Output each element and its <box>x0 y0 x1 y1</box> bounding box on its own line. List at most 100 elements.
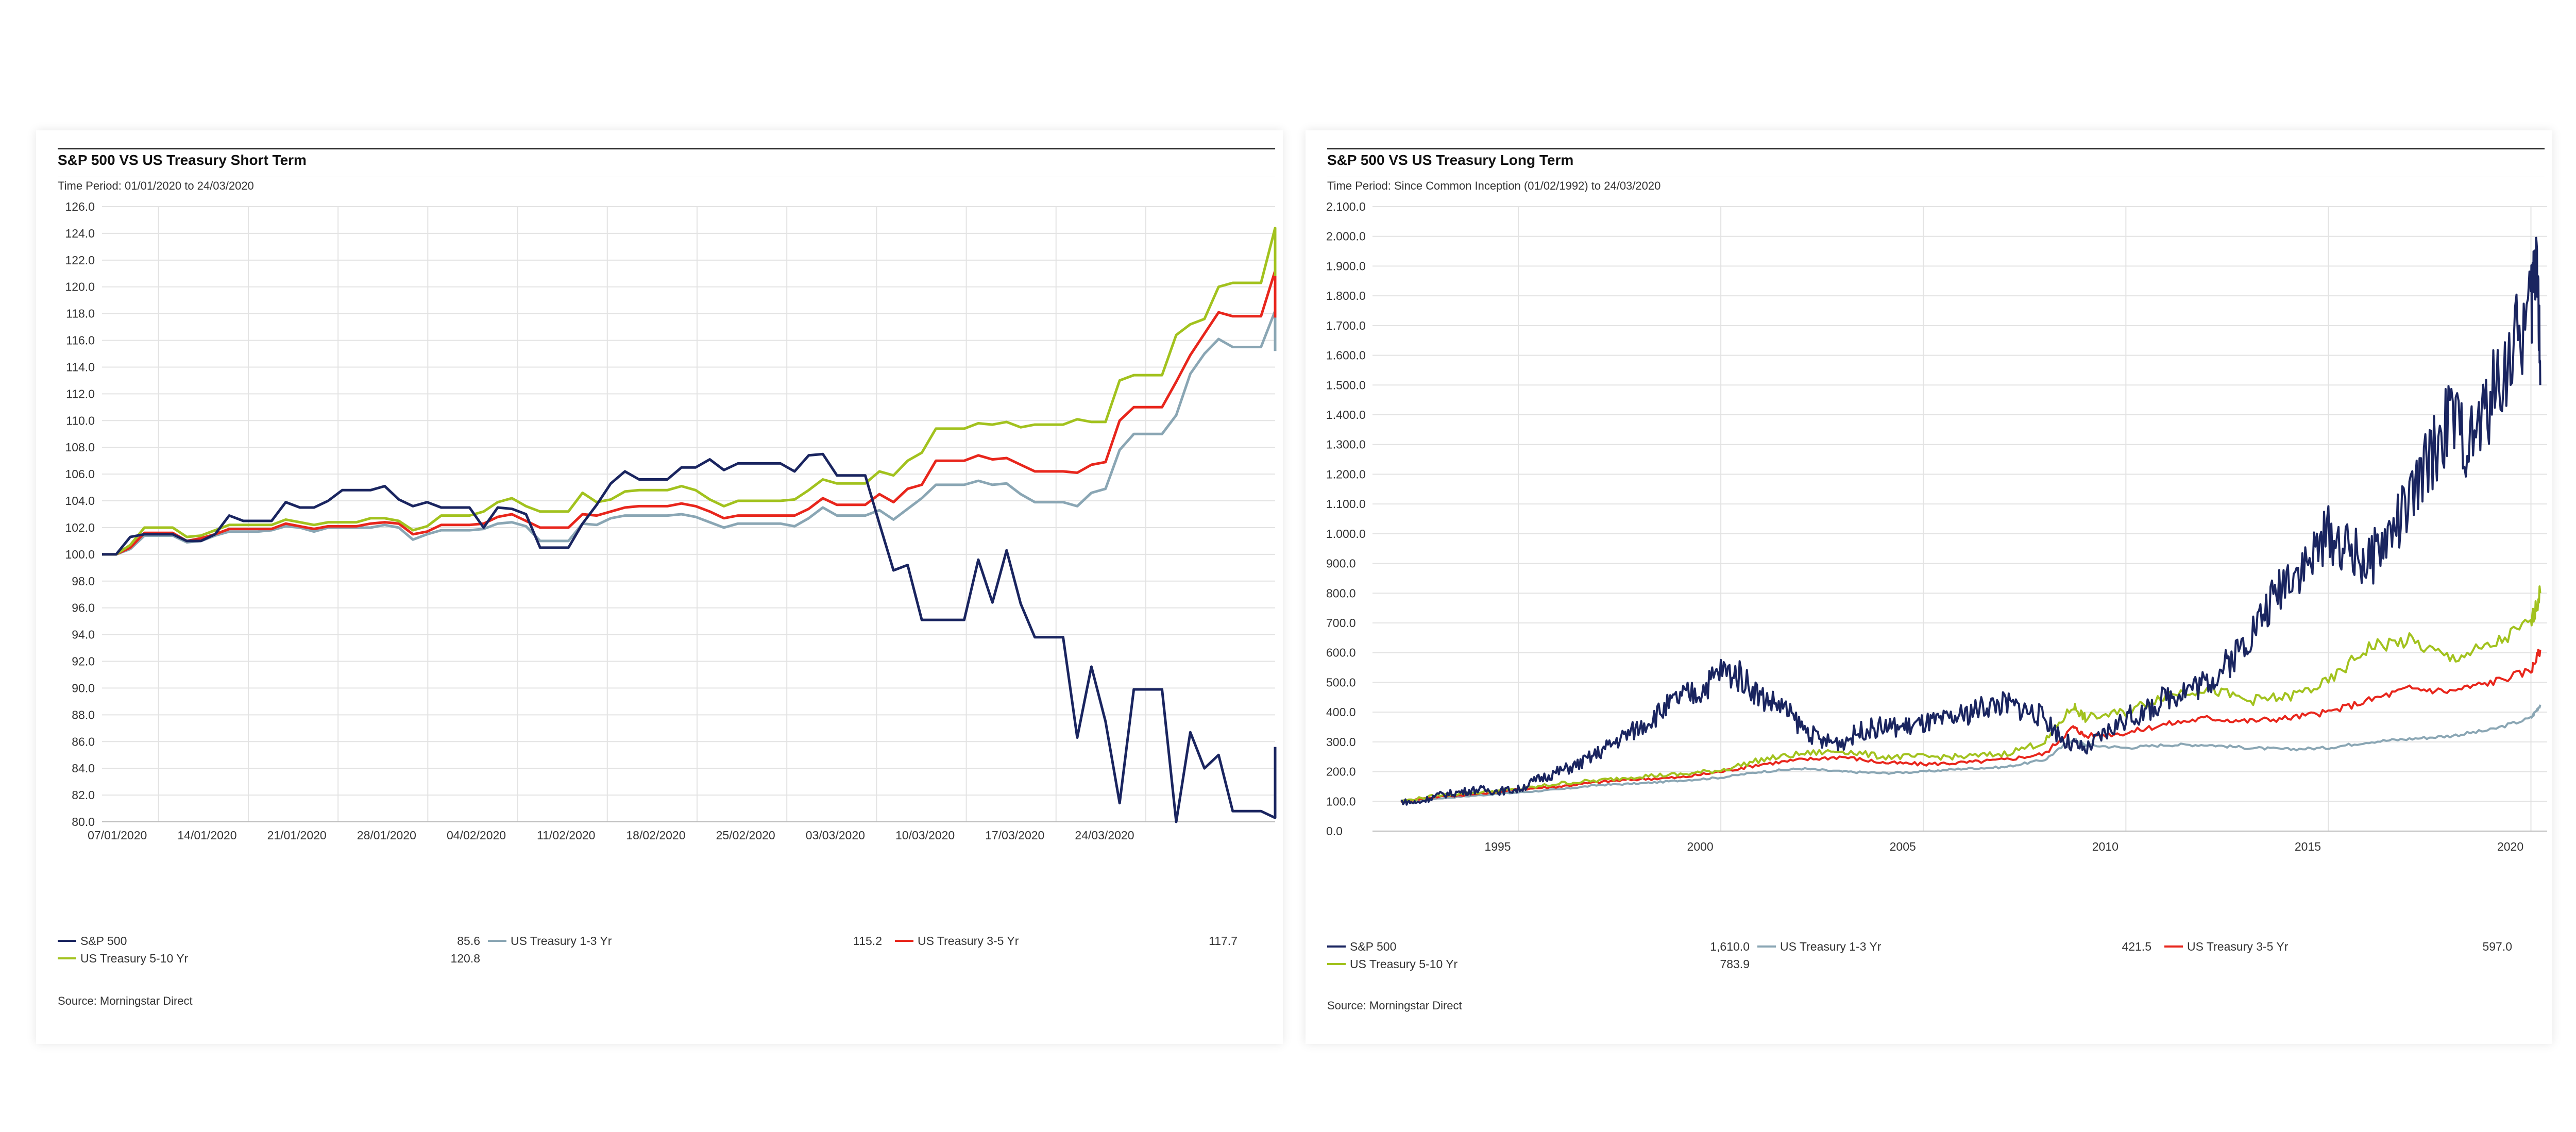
y-tick-label: 110.0 <box>66 414 95 427</box>
y-tick-label: 108.0 <box>65 441 95 454</box>
y-tick-label: 1.400.0 <box>1326 408 1366 421</box>
y-tick-label: 80.0 <box>72 815 95 829</box>
legend-item-t510: US Treasury 5-10 Yr <box>58 952 188 966</box>
y-tick-label: 1.900.0 <box>1326 259 1366 273</box>
y-tick-label: 102.0 <box>65 521 95 534</box>
series-line-sp500 <box>1400 236 2541 806</box>
legend-item-t510: US Treasury 5-10 Yr <box>1327 957 1458 971</box>
y-tick-label: 82.0 <box>72 788 95 802</box>
title-rule <box>58 148 1275 149</box>
y-tick-label: 94.0 <box>72 628 95 641</box>
legend-value-t13: 421.5 <box>2122 940 2151 953</box>
y-tick-label: 100.0 <box>65 548 95 561</box>
y-tick-label: 500.0 <box>1326 675 1356 689</box>
x-tick-label: 04/02/2020 <box>447 829 506 842</box>
x-tick-label: 17/03/2020 <box>985 829 1044 842</box>
legend: S&P 500 1,610.0 US Treasury 1-3 Yr 421.5… <box>1327 940 2543 981</box>
y-tick-label: 122.0 <box>65 254 95 267</box>
legend-item-t13: US Treasury 1-3 Yr <box>1757 940 1881 954</box>
y-tick-label: 600.0 <box>1326 646 1356 660</box>
y-tick-label: 1.600.0 <box>1326 349 1366 362</box>
series-line-t35 <box>102 269 1277 556</box>
x-tick-label: 07/01/2020 <box>88 829 147 842</box>
x-tick-label: 24/03/2020 <box>1075 829 1134 842</box>
series-line-t510 <box>1400 585 2541 803</box>
y-tick-label: 90.0 <box>72 681 95 695</box>
x-tick-label: 28/01/2020 <box>357 829 416 842</box>
legend-value-t13: 115.2 <box>853 934 882 948</box>
legend-swatch <box>58 957 76 959</box>
y-tick-label: 112.0 <box>66 387 95 400</box>
y-tick-label: 400.0 <box>1326 705 1356 719</box>
x-tick-label: 03/03/2020 <box>806 829 865 842</box>
chart-panel-short-term: S&P 500 VS US Treasury Short Term Time P… <box>36 130 1283 1044</box>
y-tick-label: 2.000.0 <box>1326 230 1366 243</box>
y-tick-label: 120.0 <box>65 280 95 294</box>
y-tick-label: 800.0 <box>1326 586 1356 600</box>
chart-title: S&P 500 VS US Treasury Short Term <box>58 152 307 168</box>
y-tick-label: 900.0 <box>1326 557 1356 570</box>
x-tick-label: 11/02/2020 <box>537 829 595 842</box>
y-tick-label: 200.0 <box>1326 765 1356 779</box>
y-tick-label: 118.0 <box>66 307 95 320</box>
y-tick-label: 0.0 <box>1326 824 1343 838</box>
legend-swatch <box>1327 945 1346 948</box>
y-tick-label: 2.100.0 <box>1326 200 1366 213</box>
legend-item-t35: US Treasury 3-5 Yr <box>895 934 1019 948</box>
legend-value-sp500: 1,610.0 <box>1710 940 1750 953</box>
legend: S&P 500 85.6 US Treasury 1-3 Yr 115.2 US… <box>58 934 1274 975</box>
legend-swatch <box>2164 945 2183 948</box>
y-tick-label: 84.0 <box>72 762 95 775</box>
source-note: Source: Morningstar Direct <box>1327 999 1462 1012</box>
y-tick-label: 1.700.0 <box>1326 319 1366 332</box>
chart-title: S&P 500 VS US Treasury Long Term <box>1327 152 1574 168</box>
y-tick-label: 86.0 <box>72 735 95 748</box>
x-tick-label: 25/02/2020 <box>716 829 775 842</box>
y-tick-label: 98.0 <box>72 575 95 588</box>
legend-item-t35: US Treasury 3-5 Yr <box>2164 940 2288 954</box>
y-tick-label: 1.200.0 <box>1326 467 1366 481</box>
series-line-t13 <box>102 310 1277 556</box>
x-tick-label: 2020 <box>2497 840 2523 853</box>
chart-panel-long-term: S&P 500 VS US Treasury Long Term Time Pe… <box>1306 130 2552 1044</box>
y-tick-label: 1.100.0 <box>1326 497 1366 511</box>
legend-swatch <box>895 939 913 942</box>
legend-swatch <box>1757 945 1776 948</box>
y-tick-label: 300.0 <box>1326 735 1356 749</box>
legend-value-t35: 597.0 <box>2482 940 2512 953</box>
series-line-t35 <box>1400 649 2541 803</box>
x-tick-label: 2000 <box>1687 840 1714 853</box>
time-period: Time Period: Since Common Inception (01/… <box>1327 179 1661 192</box>
legend-value-t35: 117.7 <box>1209 934 1238 948</box>
y-tick-label: 100.0 <box>1326 795 1356 808</box>
y-tick-label: 96.0 <box>72 601 95 615</box>
y-tick-label: 700.0 <box>1326 616 1356 630</box>
x-tick-label: 1995 <box>1484 840 1511 853</box>
legend-value-t510: 783.9 <box>1720 957 1750 971</box>
y-tick-label: 126.0 <box>65 200 95 213</box>
y-tick-label: 1.300.0 <box>1326 438 1366 451</box>
chart-plot-short-term: 126.0 124.0 122.0 120.0 118.0 116.0 114.0 112.0… <box>65 200 1277 842</box>
legend-swatch <box>488 939 506 942</box>
y-tick-label: 92.0 <box>72 655 95 668</box>
y-tick-label: 114.0 <box>66 360 95 374</box>
x-tick-label: 2010 <box>2092 840 2119 853</box>
y-tick-label: 104.0 <box>65 494 95 508</box>
chart-plot-long-term: 2.100.0 2.000.0 1.900.0 1.800.0 1.700.0 1.600… <box>1326 200 2547 853</box>
legend-item-sp500: S&P 500 <box>1327 940 1396 954</box>
series-line-t510 <box>102 227 1277 556</box>
legend-value-t510: 120.8 <box>450 952 480 965</box>
legend-item-sp500: S&P 500 <box>58 934 127 948</box>
y-tick-label: 1.800.0 <box>1326 289 1366 302</box>
time-period: Time Period: 01/01/2020 to 24/03/2020 <box>58 179 254 192</box>
y-tick-label: 88.0 <box>72 708 95 721</box>
x-tick-label: 21/01/2020 <box>267 829 327 842</box>
x-tick-label: 18/02/2020 <box>626 829 685 842</box>
legend-swatch <box>58 939 76 942</box>
legend-swatch <box>1327 962 1346 965</box>
legend-value-sp500: 85.6 <box>457 934 480 948</box>
y-tick-label: 124.0 <box>65 227 95 240</box>
x-tick-label: 2015 <box>2295 840 2321 853</box>
x-tick-label: 10/03/2020 <box>895 829 955 842</box>
series-line-sp500 <box>102 452 1277 823</box>
